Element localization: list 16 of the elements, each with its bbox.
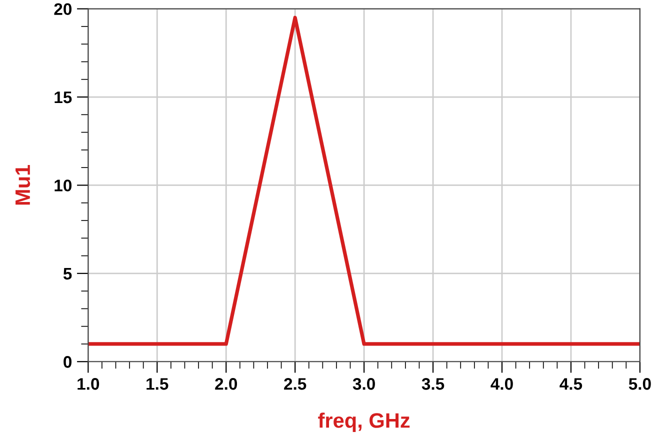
x-axis-title: freq, GHz — [318, 412, 410, 432]
x-tick-label: 1.5 — [146, 378, 168, 390]
y-tick-label: 10 — [54, 180, 72, 192]
x-tick-label: 1.0 — [78, 378, 100, 390]
x-tick-label: 2.0 — [215, 378, 238, 390]
y-tick-label: 5 — [63, 268, 72, 280]
y-tick-label: 20 — [54, 3, 72, 16]
x-tick-label: 4.5 — [560, 378, 582, 390]
x-tick-label: 4.0 — [490, 378, 513, 390]
y-tick-label: 0 — [64, 356, 72, 368]
x-tick-label: 3.0 — [352, 378, 375, 390]
x-tick-label: 2.5 — [284, 378, 306, 390]
x-tick-label: 5.0 — [628, 378, 651, 390]
y-axis-title: Mu1 — [16, 164, 30, 205]
x-tick-label: 3.5 — [422, 378, 444, 390]
y-tick-label: 15 — [54, 92, 72, 104]
